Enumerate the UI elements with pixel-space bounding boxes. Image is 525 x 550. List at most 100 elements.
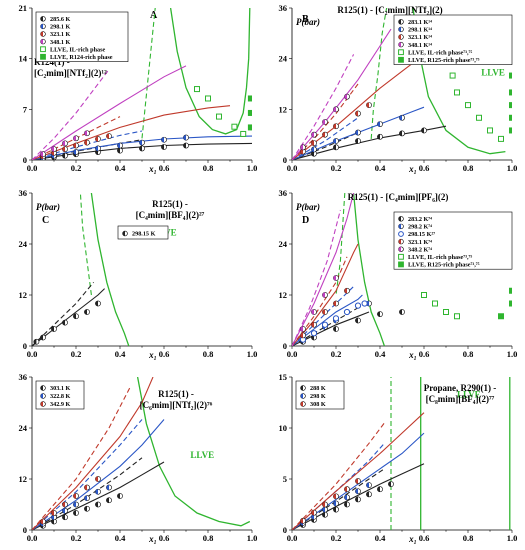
- data-point-half: [322, 512, 325, 518]
- legend-label: 283.1 K¹⁴: [408, 19, 432, 26]
- y-tick-label: 5: [283, 474, 287, 484]
- legend-label: 298.1 K¹⁴: [408, 27, 432, 34]
- x-tick-label: 0.0: [27, 163, 38, 173]
- series-line: [32, 65, 187, 160]
- legend-marker-half: [398, 239, 401, 244]
- data-point-half: [421, 127, 424, 134]
- lle-dashed-curve: [79, 193, 92, 296]
- data-point-half: [300, 518, 303, 524]
- x-tick-label: 0.2: [331, 163, 342, 173]
- data-point: [343, 308, 351, 316]
- x-tick-label: 0.6: [419, 533, 430, 543]
- data-point-half: [62, 140, 65, 146]
- system-title: R125(1) - [C₄mim][PF₆](2): [348, 192, 449, 202]
- data-point-half: [300, 144, 303, 150]
- data-point-half: [333, 326, 336, 332]
- llve-ilrich-point: [205, 95, 211, 102]
- series-line: [292, 432, 425, 530]
- llve-ilrich-point: [454, 89, 460, 96]
- data-point-half: [344, 494, 347, 500]
- y-tick-label: 14: [19, 54, 28, 64]
- lle-dashed-curve: [141, 8, 156, 139]
- legend-marker: [398, 261, 404, 268]
- data-point-half: [84, 506, 87, 512]
- system-title-line2: [C₆mim][NTf₂](2)⁷⁶: [140, 400, 213, 410]
- data-point-half: [95, 489, 98, 495]
- legend-marker: [398, 49, 404, 56]
- y-tick-label: 0: [23, 155, 27, 165]
- series-dashed-line: [32, 281, 95, 346]
- legend-marker-half: [300, 401, 303, 407]
- llve-ilrich-point: [240, 130, 247, 137]
- legend-label: 285.6 K: [50, 16, 70, 23]
- legend-label: 323.1 K¹⁴: [408, 34, 432, 41]
- x-tick-label: 0.0: [287, 533, 298, 543]
- legend-marker: [40, 46, 46, 53]
- series-dashed-line: [32, 69, 110, 160]
- series-line: [292, 463, 425, 530]
- legend-label: 298.1 K: [50, 24, 70, 31]
- data-point-half: [95, 501, 98, 508]
- series-line: [32, 288, 105, 346]
- system-title: R125(1) - [C₂mim][NTf₂](2): [337, 5, 442, 15]
- system-title: R125(1) -: [158, 389, 194, 399]
- x-tick-label: 1.0: [507, 163, 518, 173]
- data-point-half: [333, 500, 336, 507]
- data-point-half: [84, 309, 87, 315]
- data-point-half: [355, 317, 358, 324]
- series-line: [292, 243, 359, 346]
- data-point-half: [62, 508, 65, 514]
- data-point-half: [333, 493, 336, 499]
- data-point-half: [333, 507, 336, 513]
- legend-label: LLVE, R125-rich phase⁷³,⁷⁵: [408, 57, 480, 64]
- data-point-half: [73, 510, 76, 516]
- data-point-half: [377, 134, 380, 140]
- llve-ilrich-point: [476, 114, 482, 121]
- y-axis-label: P(bar): [36, 202, 60, 212]
- llve-label: LLVE: [457, 389, 481, 399]
- lle-curve: [352, 193, 386, 346]
- data-point-half: [366, 482, 369, 488]
- x-tick-label: 0.8: [203, 349, 214, 359]
- llve-ilrich-point: [487, 127, 493, 134]
- data-point-half: [73, 142, 76, 149]
- data-point-half: [355, 478, 358, 484]
- llve-rrich-point: [247, 124, 252, 131]
- data-point-half: [311, 309, 314, 315]
- system-subtitle: [C₈mim][BF₄](2)⁷⁷: [426, 394, 495, 404]
- x-tick-label: 0.4: [115, 163, 126, 173]
- y-tick-label: 15: [279, 372, 288, 382]
- x-tick-label: 0.2: [71, 533, 82, 543]
- x-tick-label: 0.0: [27, 533, 38, 543]
- x-axis-label: x₁: [408, 534, 417, 544]
- data-point: [354, 302, 362, 309]
- llve-ilrich-point: [498, 135, 504, 142]
- data-point-half: [51, 514, 54, 520]
- data-point-half: [40, 518, 43, 525]
- legend-label: 323.1 K⁷⁴: [408, 239, 432, 246]
- legend-marker-half: [40, 39, 43, 44]
- panel-e: 0.00.20.40.60.81.00122436P(bar)x₁ELLVER1…: [19, 372, 258, 544]
- x-tick-label: 1.0: [247, 349, 258, 359]
- y-tick-label: 24: [279, 239, 288, 249]
- llve-ilrich-point: [449, 72, 456, 79]
- x-tick-label: 0.0: [287, 163, 298, 173]
- data-point-half: [73, 313, 76, 319]
- data-point-half: [311, 132, 314, 138]
- panel-a: 0.00.20.40.60.81.0071421P(bar)x₁AR124(1)…: [19, 3, 258, 174]
- data-point-half: [106, 133, 109, 139]
- data-point-half: [95, 476, 98, 482]
- x-tick-label: 0.8: [463, 163, 474, 173]
- series-dashed-line: [32, 385, 132, 530]
- x-tick-label: 0.0: [27, 349, 38, 359]
- y-tick-label: 36: [279, 188, 288, 198]
- y-tick-label: 12: [279, 104, 288, 114]
- data-point-half: [333, 123, 336, 129]
- legend-box: [393, 14, 513, 65]
- y-tick-label: 21: [19, 3, 28, 13]
- x-tick-label: 0.6: [159, 349, 170, 359]
- series-dashed-line: [292, 286, 354, 346]
